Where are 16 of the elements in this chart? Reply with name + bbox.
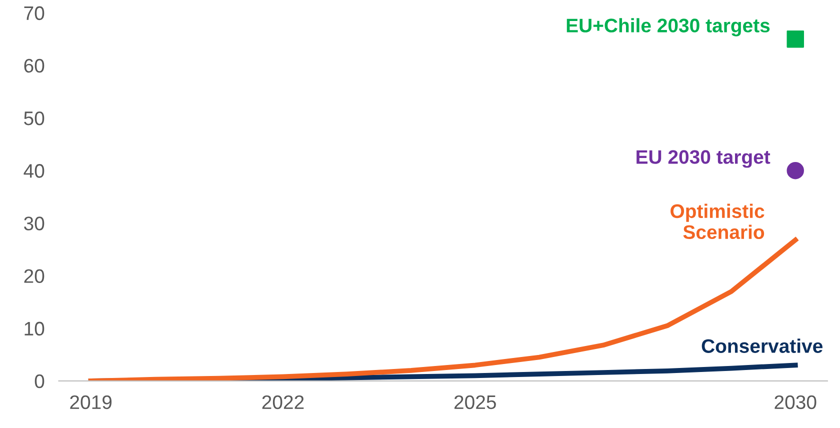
y-tick-label: 60: [24, 58, 44, 73]
series-label: EU+Chile 2030 targets: [566, 18, 770, 36]
x-tick-label: 2022: [262, 395, 304, 410]
x-tick-label: 2025: [454, 395, 496, 410]
y-tick-label: 30: [24, 216, 44, 230]
y-tick-label: 0: [34, 374, 44, 388]
series-label: Optimistic Scenario: [670, 204, 764, 240]
y-tick-label: 50: [24, 111, 44, 126]
y-tick-label: 70: [24, 6, 44, 20]
series-label: EU 2030 target: [636, 150, 770, 168]
y-tick-label: 10: [24, 322, 44, 336]
series-label: Conservative: [702, 338, 822, 353]
y-tick-label: 20: [24, 269, 44, 283]
x-tick-label: 2030: [774, 395, 816, 410]
y-tick-label: 40: [24, 164, 44, 178]
x-tick-label: 2019: [70, 395, 112, 410]
